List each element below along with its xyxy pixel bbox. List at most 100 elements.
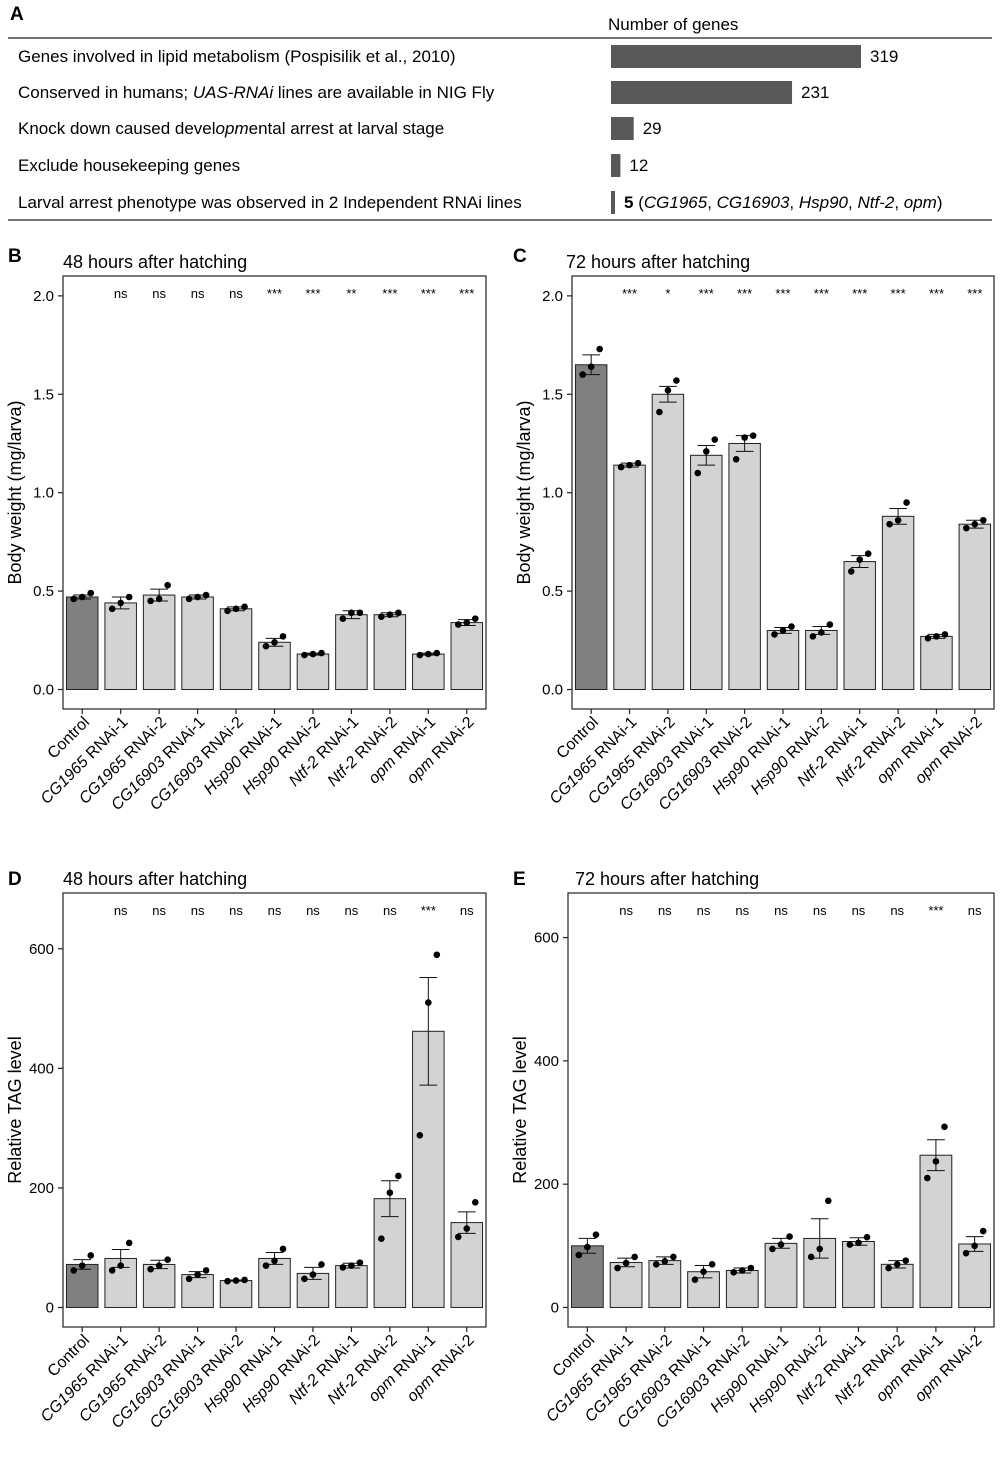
panel-c-point-hsp90-rnai-2-2 (818, 629, 825, 636)
panel-d-ytick-label-3: 600 (29, 941, 54, 958)
panel-c-point-hsp90-rnai-1-1 (771, 631, 778, 638)
panel-b-point-opm-rnai-2-1 (454, 621, 462, 628)
panel-c-point-cg1965-rnai-1-3 (634, 459, 642, 467)
panel-e-point-ntf-2-rnai-1-3 (863, 1233, 871, 1241)
panel-c-significance-cg1965-rnai-2: * (665, 286, 670, 301)
panel-c-point-ntf-2-rnai-2-1 (886, 520, 893, 528)
panel-d-significance-opm-rnai-2: ns (460, 903, 474, 918)
panel-d-point-hsp90-rnai-2-1 (301, 1275, 308, 1283)
panel-c-point-opm-rnai-1-1 (924, 635, 932, 642)
panel-c-point-cg16903-rnai-2-3 (749, 432, 757, 439)
panel-b-bar-cg16903-rnai-1 (181, 596, 214, 691)
panel-b-point-ntf-2-rnai-1-3 (356, 609, 364, 617)
panel-d-point-opm-rnai-2-2 (463, 1225, 471, 1232)
panel-e-point-opm-rnai-2-3 (979, 1227, 987, 1235)
panel-c-point-cg1965-rnai-2-3 (673, 377, 680, 384)
panel-label-d: D (8, 869, 22, 890)
panel-c-point-opm-rnai-2-1 (963, 524, 970, 532)
panel-d-point-ntf-2-rnai-2-3 (395, 1172, 402, 1180)
panel-e-point-cg1965-rnai-2-3 (670, 1253, 677, 1261)
panel-c-point-hsp90-rnai-1-3 (788, 623, 795, 630)
panel-a-bar-1 (611, 45, 861, 68)
panel-b-point-ntf-2-rnai-2-1 (378, 613, 385, 620)
panel-b-point-opm-rnai-2-2 (463, 619, 471, 626)
panel-b-bar-control (65, 596, 99, 691)
panel-c-point-cg1965-rnai-2-1 (656, 408, 663, 416)
panel-a-gene-cg16903: CG16903 (717, 193, 790, 212)
panel-b-point-cg16903-rnai-2-2 (232, 605, 240, 613)
panel-c-bar-cg1965-rnai-2 (651, 393, 685, 691)
panel-d-ytick-label-1: 200 (29, 1180, 54, 1197)
panel-b-bar-opm-rnai-2 (450, 622, 484, 691)
panel-b-ytick-label-3: 1.5 (33, 386, 54, 403)
panel-b-point-hsp90-rnai-1-1 (262, 642, 270, 650)
panel-e-point-cg1965-rnai-2-2 (661, 1257, 669, 1265)
panel-b-ytick-label-2: 1.0 (33, 485, 54, 502)
panel-c-point-cg16903-rnai-2-2 (741, 434, 748, 441)
panel-label-c: C (513, 246, 527, 267)
panel-e-significance-hsp90-rnai-2: ns (813, 903, 827, 918)
panel-d-point-cg1965-rnai-2-1 (147, 1265, 154, 1273)
panel-e-point-hsp90-rnai-2-1 (807, 1253, 815, 1261)
panel-b-significance-opm-rnai-1: *** (421, 286, 436, 301)
panel-b-point-cg16903-rnai-2-1 (224, 607, 231, 615)
panel-c-point-cg16903-rnai-2-1 (732, 455, 740, 463)
panel-a-bar-4 (611, 154, 621, 177)
panel-c-bar-cg1965-rnai-1 (613, 464, 646, 691)
panel-e-point-hsp90-rnai-1-2 (777, 1241, 785, 1248)
panel-b-bar-cg1965-rnai-2 (142, 594, 176, 691)
panel-c-bar-opm-rnai-1 (920, 635, 953, 691)
panel-d-point-cg16903-rnai-2-1 (224, 1277, 231, 1285)
panel-e-point-cg16903-rnai-2-1 (730, 1269, 737, 1276)
panel-b-point-hsp90-rnai-2-1 (301, 651, 308, 659)
panel-c-chart: 72 hours after hatching 0.0 0.5 1.0 1.5 2.0 Bo… (514, 252, 995, 814)
panel-d-significance-cg1965-rnai-1: ns (114, 903, 128, 918)
panel-a-rows: Genes involved in lipid metabolism (Posp… (18, 45, 943, 214)
panel-e-significance-cg1965-rnai-1: ns (619, 903, 633, 918)
panel-c-point-cg16903-rnai-1-3 (711, 436, 719, 443)
panel-c-significance-opm-rnai-1: *** (929, 286, 944, 301)
panel-e-point-hsp90-rnai-2-3 (825, 1197, 832, 1205)
panel-d-point-control-1 (70, 1267, 78, 1274)
panel-b-bar-hsp90-rnai-1 (258, 641, 291, 691)
panel-e-point-control-1 (575, 1251, 583, 1259)
panel-d-point-opm-rnai-1-2 (425, 999, 432, 1006)
panel-e-significance-ntf-2-rnai-1: ns (852, 903, 866, 918)
panel-d-point-ntf-2-rnai-1-3 (356, 1259, 364, 1266)
panel-d-significance-hsp90-rnai-2: ns (306, 903, 320, 918)
panel-b-point-cg16903-rnai-2-3 (241, 603, 248, 611)
panel-d-bar-ntf-2-rnai-1 (335, 1265, 368, 1308)
panel-label-b: B (8, 246, 22, 267)
panel-b-point-hsp90-rnai-1-3 (279, 633, 287, 640)
panel-c-point-hsp90-rnai-2-3 (826, 621, 834, 628)
panel-c-point-control-3 (596, 345, 603, 353)
panel-e-title: 72 hours after hatching (575, 869, 759, 889)
panel-d-significance-ntf-2-rnai-1: ns (345, 903, 359, 918)
panel-d-point-control-3 (87, 1252, 95, 1259)
panel-b-point-cg16903-rnai-1-2 (194, 593, 201, 601)
panel-d-point-cg16903-rnai-1-2 (194, 1271, 201, 1278)
panel-b-point-cg1965-rnai-1-1 (108, 605, 116, 613)
panel-c-significance-hsp90-rnai-1: *** (775, 286, 790, 301)
panel-e-bar-hsp90-rnai-1 (764, 1242, 798, 1308)
panel-a-gene-hsp90: Hsp90 (799, 193, 849, 212)
panel-e-ytick-label-0: 0 (551, 1299, 559, 1316)
panel-a-row-label-1: Genes involved in lipid metabolism (Posp… (18, 47, 455, 66)
panel-e-point-cg1965-rnai-2-1 (652, 1261, 660, 1268)
panel-c-bar-ntf-2-rnai-1 (843, 561, 876, 691)
panel-b-point-hsp90-rnai-2-2 (309, 650, 317, 658)
panel-d-point-control-2 (78, 1262, 86, 1269)
panel-label-e: E (513, 869, 526, 890)
panel-b-bar-ntf-2-rnai-1 (335, 614, 368, 691)
panel-b-significance-ntf-2-rnai-2: *** (382, 286, 397, 301)
panel-c-ylabel: Body weight (mg/larva) (514, 400, 534, 584)
panel-b-bar-opm-rnai-1 (412, 653, 445, 691)
panel-d-point-opm-rnai-1-3 (433, 951, 441, 959)
panel-b-significance-cg16903-rnai-1: ns (191, 286, 205, 301)
panel-b-significance-cg1965-rnai-1: ns (114, 286, 128, 301)
panel-b-title: 48 hours after hatching (63, 252, 247, 272)
panel-a-gene-cg1965: CG1965 (644, 193, 708, 212)
panel-d-bar-cg16903-rnai-1 (181, 1274, 214, 1308)
panel-c-point-cg1965-rnai-1-2 (626, 461, 633, 469)
panel-c-point-ntf-2-rnai-1-2 (856, 556, 864, 563)
